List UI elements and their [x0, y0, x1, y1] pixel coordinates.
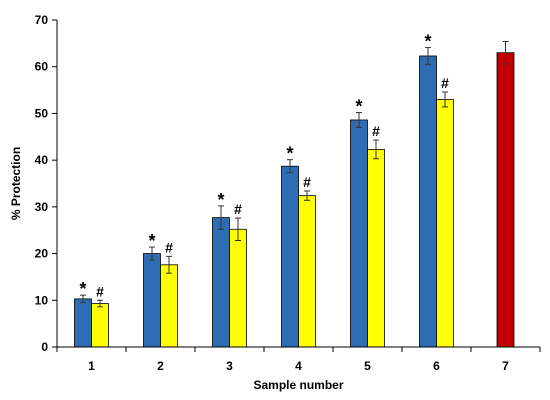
bar	[419, 55, 437, 348]
bar	[298, 195, 316, 348]
significance-hash: #	[372, 123, 380, 139]
x-tick-label: 3	[226, 359, 233, 373]
bar	[496, 52, 515, 348]
x-tick-label: 5	[364, 359, 371, 373]
bars	[74, 52, 515, 348]
error-bars	[80, 40, 509, 308]
y-tick-label: 60	[35, 60, 49, 74]
y-tick-label: 50	[35, 106, 49, 120]
significance-star: *	[286, 144, 293, 164]
significance-star: *	[217, 190, 224, 210]
significance-hash: #	[303, 174, 311, 190]
y-tick-label: 70	[35, 13, 49, 27]
y-tick-label: 20	[35, 247, 49, 261]
x-tick-label: 1	[88, 359, 95, 373]
significance-hash: #	[234, 201, 242, 217]
x-axis-title: Sample number	[253, 378, 343, 392]
significance-hash: #	[165, 239, 173, 255]
significance-star: *	[355, 96, 362, 116]
x-tick-label: 7	[502, 359, 509, 373]
y-tick-label: 30	[35, 200, 49, 214]
bar	[281, 165, 299, 348]
bar	[143, 253, 161, 348]
bar	[74, 298, 92, 348]
y-tick-label: 10	[35, 293, 49, 307]
significance-hash: #	[441, 75, 449, 91]
y-tick-label: 0	[41, 340, 48, 354]
y-tick-label: 40	[35, 153, 49, 167]
x-tick-label: 6	[433, 359, 440, 373]
bar	[436, 99, 454, 348]
y-axis-ticks: 0 10 20 30 40 50 60 70	[35, 13, 57, 354]
significance-star: *	[424, 32, 431, 52]
y-axis-title: % Protection	[9, 147, 23, 220]
significance-star: *	[79, 279, 86, 299]
significance-star: *	[148, 231, 155, 251]
significance-markers: * # * # * # * # * # * #	[79, 32, 449, 300]
x-tick-label: 2	[157, 359, 164, 373]
bar	[229, 228, 247, 348]
bar	[91, 303, 109, 348]
bar	[350, 119, 368, 348]
x-axis-ticks: 1 2 3 4 5 6 7	[56, 347, 541, 373]
bar	[160, 264, 178, 348]
significance-hash: #	[96, 283, 104, 299]
bar	[212, 217, 230, 348]
x-tick-label: 4	[295, 359, 302, 373]
bar	[367, 148, 385, 348]
